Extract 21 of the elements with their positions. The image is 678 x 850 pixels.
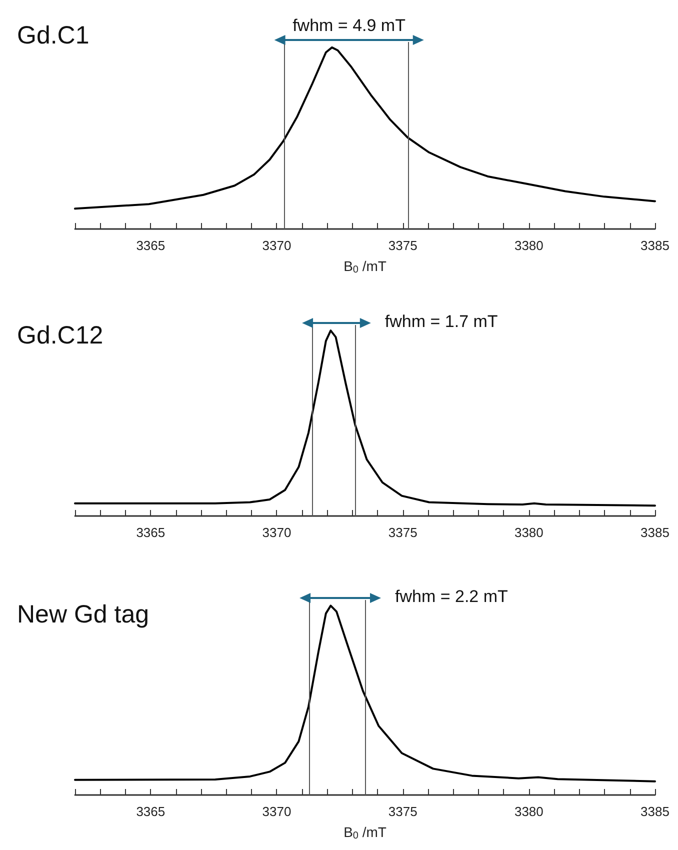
x-tick-label: 3380 bbox=[514, 238, 544, 253]
x-tick-label: 3385 bbox=[640, 238, 670, 253]
x-tick-label: 3385 bbox=[640, 525, 670, 540]
annotation: fwhm = 1.7 mT bbox=[384, 312, 498, 332]
annotation: fwhm = 2.2 mT bbox=[395, 587, 508, 607]
x-tick-label: 3375 bbox=[388, 804, 418, 819]
x-tick-label: 3385 bbox=[640, 804, 670, 819]
chart-title: New Gd tag bbox=[17, 600, 150, 628]
x-tick-label: 3370 bbox=[262, 525, 292, 540]
chart-title: Gd.C12 bbox=[17, 322, 104, 350]
x-tick-label: 3380 bbox=[514, 525, 544, 540]
text: fwhm = 4.9 mT bbox=[292, 16, 406, 36]
x-tick-label: 3365 bbox=[136, 525, 166, 540]
x-tick-label: 3365 bbox=[136, 238, 166, 253]
x-tick-label: 3370 bbox=[262, 804, 292, 819]
x-tick-label: 3375 bbox=[388, 238, 418, 253]
x-tick-label: 3380 bbox=[514, 804, 544, 819]
chart-title: Gd.C1 bbox=[17, 22, 90, 50]
x-tick-label: 3370 bbox=[262, 238, 292, 253]
x-tick-label: 3375 bbox=[388, 525, 418, 540]
x-tick-label: 3365 bbox=[136, 804, 166, 819]
